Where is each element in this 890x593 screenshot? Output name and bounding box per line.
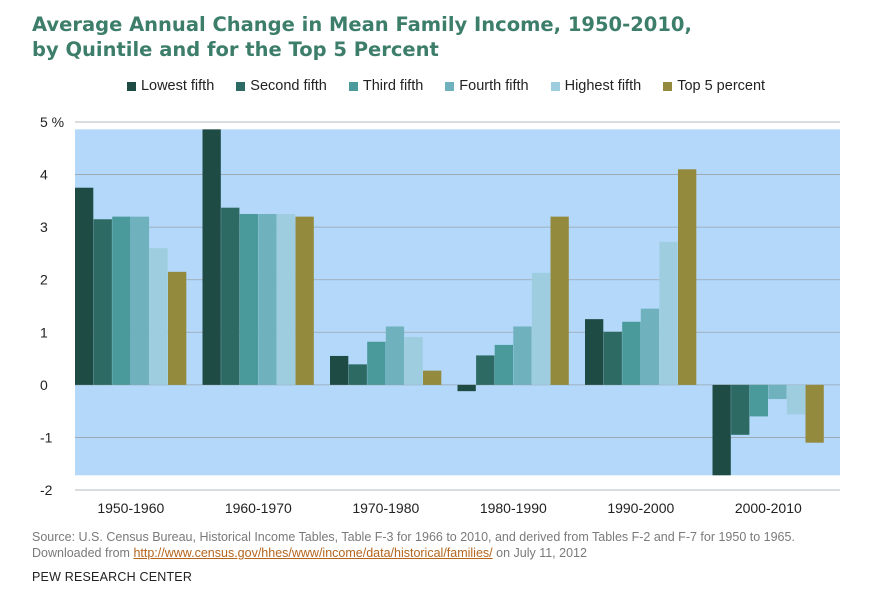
legend-swatch — [550, 81, 560, 91]
source-text: Source: U.S. Census Bureau, Historical I… — [32, 530, 795, 560]
chart-title: Average Annual Change in Mean Family Inc… — [32, 12, 872, 62]
x-tick-label: 1980-1990 — [480, 500, 547, 516]
bar — [531, 272, 551, 385]
bar — [149, 248, 168, 385]
legend-item-1: Second fifth — [236, 78, 327, 94]
legend-label: Top 5 percent — [677, 78, 766, 94]
y-tick-label: 1 — [40, 324, 48, 340]
footer-credit: PEW RESEARCH CENTER — [32, 570, 193, 584]
legend-item-2: Third fifth — [348, 78, 424, 94]
y-tick-label: -2 — [40, 482, 53, 498]
legend-swatch — [445, 81, 455, 91]
y-tick-label: 4 — [40, 167, 48, 183]
bar — [513, 326, 532, 385]
bar — [550, 216, 569, 385]
bar — [731, 384, 750, 435]
bar — [786, 384, 806, 415]
legend-item-3: Fourth fifth — [445, 78, 529, 94]
bar — [385, 326, 405, 385]
legend-item-0: Lowest fifth — [126, 78, 215, 94]
legend-swatch — [348, 81, 358, 91]
bar — [678, 169, 697, 385]
chart-title-line2: by Quintile and for the Top 5 Percent — [32, 38, 439, 61]
bar — [295, 216, 314, 385]
y-tick-label: 5 % — [40, 114, 64, 130]
legend-label: Second fifth — [250, 78, 327, 94]
y-tick-label: 0 — [40, 377, 48, 393]
x-tick-label: 1960-1970 — [225, 500, 292, 516]
bar — [239, 214, 258, 385]
bar — [585, 319, 604, 385]
bar — [659, 241, 678, 385]
bar — [768, 384, 787, 400]
bar — [494, 344, 513, 385]
bar — [258, 214, 277, 385]
bar — [367, 341, 386, 385]
bar-chart: 5 % 4 3 2 1 0 -1 -2 1950-1960 1960-1970 1970-1980 1… — [40, 114, 840, 516]
y-tick-label: -1 — [40, 429, 53, 445]
legend-item-4: Highest fifth — [550, 78, 642, 94]
source-date: on July 11, 2012 — [492, 546, 587, 560]
y-tick-label: 3 — [40, 219, 48, 235]
legend-swatch — [236, 81, 246, 91]
bar — [93, 219, 112, 385]
bar — [712, 384, 731, 476]
bar — [348, 364, 367, 385]
bar — [202, 129, 221, 385]
bar — [112, 216, 131, 385]
bar — [640, 308, 660, 385]
legend-swatch — [663, 81, 673, 91]
bar — [221, 207, 240, 385]
legend-label: Highest fifth — [564, 78, 642, 94]
legend-swatch — [126, 81, 136, 91]
source-note: Source: U.S. Census Bureau, Historical I… — [32, 529, 862, 561]
legend-label: Lowest fifth — [140, 78, 215, 94]
legend-label: Third fifth — [362, 78, 424, 94]
bar — [75, 187, 94, 385]
x-tick-label: 2000-2010 — [735, 500, 802, 516]
x-tick-label: 1970-1980 — [352, 500, 419, 516]
bar — [457, 384, 476, 392]
source-link[interactable]: http://www.census.gov/hhes/www/income/da… — [133, 546, 493, 560]
chart-legend: Lowest fifth Second fifth Third fifth Fourt… — [0, 78, 890, 94]
bar — [168, 271, 187, 385]
bar — [404, 337, 423, 385]
legend-item-5: Top 5 percent — [663, 78, 765, 94]
bar — [330, 355, 349, 385]
chart-title-line1: Average Annual Change in Mean Family Inc… — [32, 13, 692, 36]
legend-label: Fourth fifth — [459, 78, 529, 94]
x-tick-label: 1950-1960 — [97, 500, 164, 516]
bar — [603, 331, 622, 385]
bar — [749, 384, 768, 417]
x-tick-label: 1990-2000 — [607, 500, 674, 516]
bar — [622, 321, 641, 385]
bar — [476, 355, 495, 385]
bar — [276, 214, 296, 385]
bar — [130, 216, 150, 385]
y-tick-label: 2 — [40, 272, 48, 288]
bar — [423, 370, 442, 385]
bar — [805, 384, 824, 443]
